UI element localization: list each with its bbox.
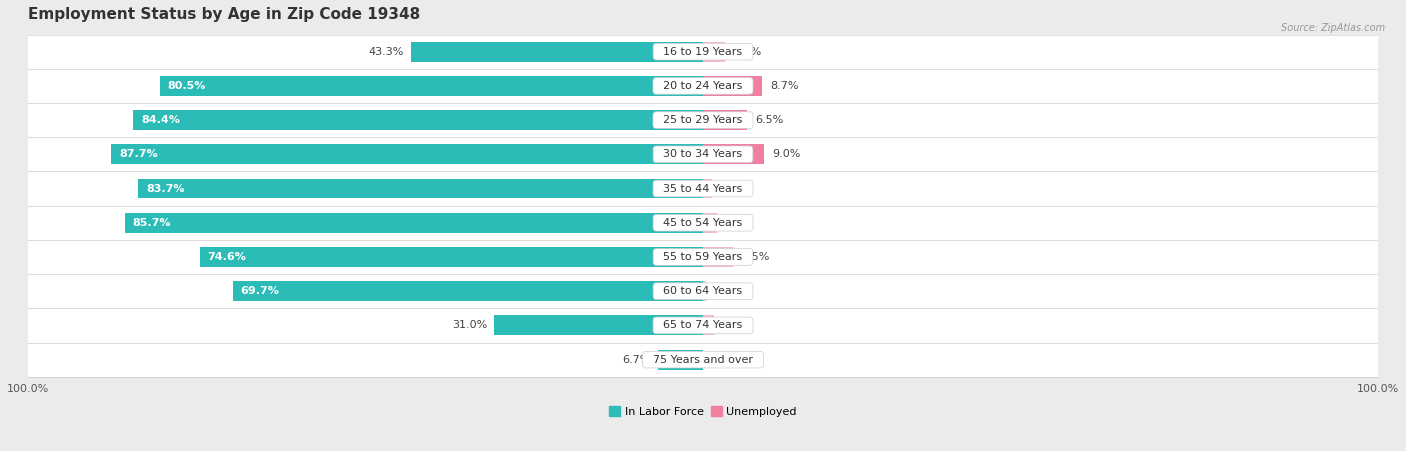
- Bar: [703, 213, 717, 233]
- FancyBboxPatch shape: [14, 137, 1392, 171]
- Bar: [125, 213, 703, 233]
- Text: Source: ZipAtlas.com: Source: ZipAtlas.com: [1281, 23, 1385, 32]
- Text: 0.5%: 0.5%: [714, 286, 742, 296]
- FancyBboxPatch shape: [14, 342, 1392, 377]
- FancyBboxPatch shape: [14, 171, 1392, 206]
- Text: 60 to 64 Years: 60 to 64 Years: [657, 286, 749, 296]
- Bar: [703, 144, 763, 164]
- FancyBboxPatch shape: [14, 206, 1392, 240]
- FancyBboxPatch shape: [14, 308, 1392, 342]
- Bar: [494, 316, 703, 336]
- Bar: [703, 316, 714, 336]
- FancyBboxPatch shape: [14, 35, 1392, 69]
- Text: 1.4%: 1.4%: [720, 184, 749, 193]
- Bar: [658, 350, 703, 369]
- Bar: [160, 76, 703, 96]
- Text: 3.3%: 3.3%: [734, 46, 762, 57]
- FancyBboxPatch shape: [14, 274, 1392, 308]
- FancyBboxPatch shape: [14, 240, 1392, 274]
- Bar: [134, 110, 703, 130]
- Bar: [703, 247, 734, 267]
- Text: 20 to 24 Years: 20 to 24 Years: [657, 81, 749, 91]
- FancyBboxPatch shape: [14, 103, 1392, 137]
- Text: 9.0%: 9.0%: [772, 149, 800, 159]
- Text: 85.7%: 85.7%: [132, 218, 172, 228]
- Bar: [703, 42, 725, 62]
- Text: 2.1%: 2.1%: [725, 218, 754, 228]
- Text: 6.7%: 6.7%: [623, 354, 651, 364]
- Bar: [200, 247, 703, 267]
- Text: Employment Status by Age in Zip Code 19348: Employment Status by Age in Zip Code 193…: [28, 7, 420, 22]
- Text: 6.5%: 6.5%: [755, 115, 783, 125]
- Text: 0.0%: 0.0%: [711, 354, 740, 364]
- Text: 83.7%: 83.7%: [146, 184, 184, 193]
- Bar: [138, 179, 703, 198]
- Text: 25 to 29 Years: 25 to 29 Years: [657, 115, 749, 125]
- Text: 69.7%: 69.7%: [240, 286, 280, 296]
- FancyBboxPatch shape: [14, 69, 1392, 103]
- Text: 84.4%: 84.4%: [142, 115, 180, 125]
- Text: 43.3%: 43.3%: [368, 46, 404, 57]
- Legend: In Labor Force, Unemployed: In Labor Force, Unemployed: [605, 402, 801, 421]
- Bar: [703, 281, 706, 301]
- Text: 30 to 34 Years: 30 to 34 Years: [657, 149, 749, 159]
- Text: 35 to 44 Years: 35 to 44 Years: [657, 184, 749, 193]
- Bar: [111, 144, 703, 164]
- Text: 4.5%: 4.5%: [741, 252, 770, 262]
- Bar: [703, 179, 713, 198]
- Text: 80.5%: 80.5%: [167, 81, 207, 91]
- Text: 55 to 59 Years: 55 to 59 Years: [657, 252, 749, 262]
- Text: 45 to 54 Years: 45 to 54 Years: [657, 218, 749, 228]
- Bar: [703, 110, 747, 130]
- Text: 1.6%: 1.6%: [721, 320, 751, 331]
- Text: 74.6%: 74.6%: [208, 252, 246, 262]
- Bar: [703, 76, 762, 96]
- Bar: [411, 42, 703, 62]
- Bar: [232, 281, 703, 301]
- Text: 16 to 19 Years: 16 to 19 Years: [657, 46, 749, 57]
- Text: 31.0%: 31.0%: [451, 320, 486, 331]
- Text: 87.7%: 87.7%: [120, 149, 157, 159]
- Text: 65 to 74 Years: 65 to 74 Years: [657, 320, 749, 331]
- Text: 8.7%: 8.7%: [770, 81, 799, 91]
- Text: 75 Years and over: 75 Years and over: [645, 354, 761, 364]
